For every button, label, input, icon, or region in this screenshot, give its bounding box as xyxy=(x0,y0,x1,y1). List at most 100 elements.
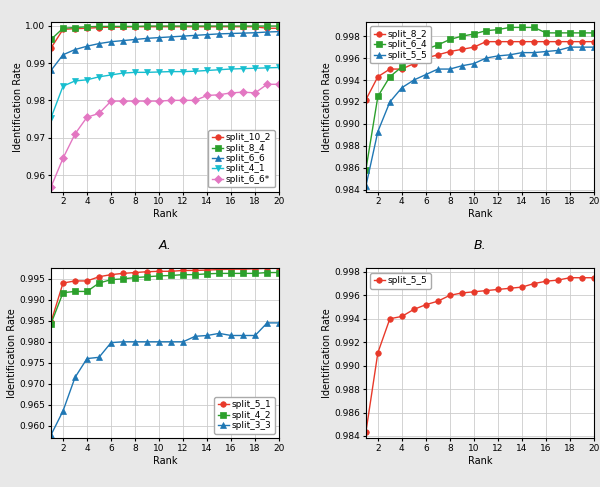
split_3_3 xyxy=(203,333,211,338)
split_5_5 xyxy=(578,44,586,50)
split_8_4 xyxy=(215,23,223,29)
split_6_6 xyxy=(215,31,223,37)
split_10_2 xyxy=(107,24,115,30)
split_6_6 xyxy=(227,31,235,37)
split_10_2 xyxy=(47,45,55,51)
split_5_5 xyxy=(530,281,538,286)
split_10_2 xyxy=(275,25,283,31)
split_4_2 xyxy=(275,270,283,276)
split_4_2 xyxy=(143,274,151,280)
split_8_4 xyxy=(143,23,151,29)
split_6_6 xyxy=(275,29,283,35)
split_3_3 xyxy=(227,333,235,338)
Line: split_8_4: split_8_4 xyxy=(48,23,282,42)
split_6_6 xyxy=(167,34,175,40)
split_5_1 xyxy=(83,278,91,284)
split_5_5 xyxy=(578,275,586,281)
split_6_6* xyxy=(155,98,163,104)
split_5_1 xyxy=(263,265,271,271)
split_3_3 xyxy=(143,339,151,345)
split_3_3 xyxy=(119,339,127,345)
split_10_2 xyxy=(179,24,187,30)
split_8_4 xyxy=(275,23,283,29)
split_5_5 xyxy=(482,288,490,294)
split_6_4 xyxy=(482,28,490,34)
split_6_6 xyxy=(191,33,199,38)
split_6_6 xyxy=(95,40,103,46)
split_6_6 xyxy=(263,29,271,35)
split_4_2 xyxy=(59,290,67,296)
split_8_4 xyxy=(263,23,271,29)
Legend: split_10_2, split_8_4, split_6_6, split_4_1, split_6_6*: split_10_2, split_8_4, split_6_6, split_… xyxy=(208,130,275,187)
split_6_4 xyxy=(374,94,382,99)
split_5_5 xyxy=(470,61,478,67)
split_5_5 xyxy=(434,66,442,72)
split_6_4 xyxy=(410,52,418,58)
split_4_2 xyxy=(155,273,163,279)
split_8_4 xyxy=(155,23,163,29)
Y-axis label: Identification Rate: Identification Rate xyxy=(7,308,17,398)
split_6_6 xyxy=(239,30,247,36)
split_5_5 xyxy=(422,302,430,308)
split_5_5 xyxy=(542,278,550,284)
split_8_2 xyxy=(434,52,442,58)
split_10_2 xyxy=(251,24,259,30)
split_6_4 xyxy=(530,24,538,30)
Line: split_6_4: split_6_4 xyxy=(363,25,597,173)
split_10_2 xyxy=(227,24,235,30)
split_6_6 xyxy=(71,47,79,53)
split_4_2 xyxy=(227,270,235,276)
split_10_2 xyxy=(71,26,79,32)
split_8_4 xyxy=(95,23,103,29)
split_6_6* xyxy=(203,93,211,98)
split_5_5 xyxy=(434,298,442,304)
split_6_4 xyxy=(494,27,502,33)
Y-axis label: Identification Rate: Identification Rate xyxy=(322,62,332,152)
split_8_4 xyxy=(239,23,247,29)
split_3_3 xyxy=(191,334,199,339)
Legend: split_5_5: split_5_5 xyxy=(370,273,431,289)
split_6_6* xyxy=(179,97,187,103)
split_10_2 xyxy=(95,25,103,31)
split_5_5 xyxy=(506,52,514,58)
split_4_2 xyxy=(131,275,139,281)
X-axis label: Rank: Rank xyxy=(467,456,492,466)
split_6_4 xyxy=(590,30,598,36)
split_6_6* xyxy=(227,90,235,96)
split_10_2 xyxy=(119,24,127,30)
split_3_3 xyxy=(239,333,247,338)
split_4_2 xyxy=(179,272,187,278)
split_4_1 xyxy=(239,66,247,72)
split_8_2 xyxy=(410,61,418,67)
split_4_2 xyxy=(263,270,271,276)
split_5_1 xyxy=(59,280,67,286)
split_6_6 xyxy=(47,68,55,74)
Text: B.: B. xyxy=(473,240,486,252)
split_4_2 xyxy=(83,288,91,294)
split_4_1 xyxy=(143,70,151,75)
split_4_2 xyxy=(95,280,103,286)
split_8_2 xyxy=(362,97,370,103)
split_4_1 xyxy=(107,72,115,78)
split_8_4 xyxy=(179,23,187,29)
Line: split_6_6: split_6_6 xyxy=(48,29,282,73)
split_5_5 xyxy=(530,50,538,56)
split_5_5 xyxy=(554,48,562,54)
split_6_6 xyxy=(155,35,163,40)
split_6_4 xyxy=(554,30,562,36)
split_8_4 xyxy=(191,23,199,29)
split_5_1 xyxy=(107,272,115,278)
X-axis label: Rank: Rank xyxy=(153,456,178,466)
split_5_1 xyxy=(143,269,151,275)
split_4_2 xyxy=(203,271,211,277)
split_6_6 xyxy=(251,30,259,36)
Text: D.: D. xyxy=(473,486,487,487)
split_10_2 xyxy=(191,24,199,30)
split_5_1 xyxy=(179,267,187,273)
Text: A.: A. xyxy=(159,240,172,252)
split_8_2 xyxy=(506,39,514,45)
split_6_6* xyxy=(59,155,67,161)
Line: split_6_6*: split_6_6* xyxy=(48,81,282,190)
split_10_2 xyxy=(239,24,247,30)
split_8_2 xyxy=(590,39,598,45)
